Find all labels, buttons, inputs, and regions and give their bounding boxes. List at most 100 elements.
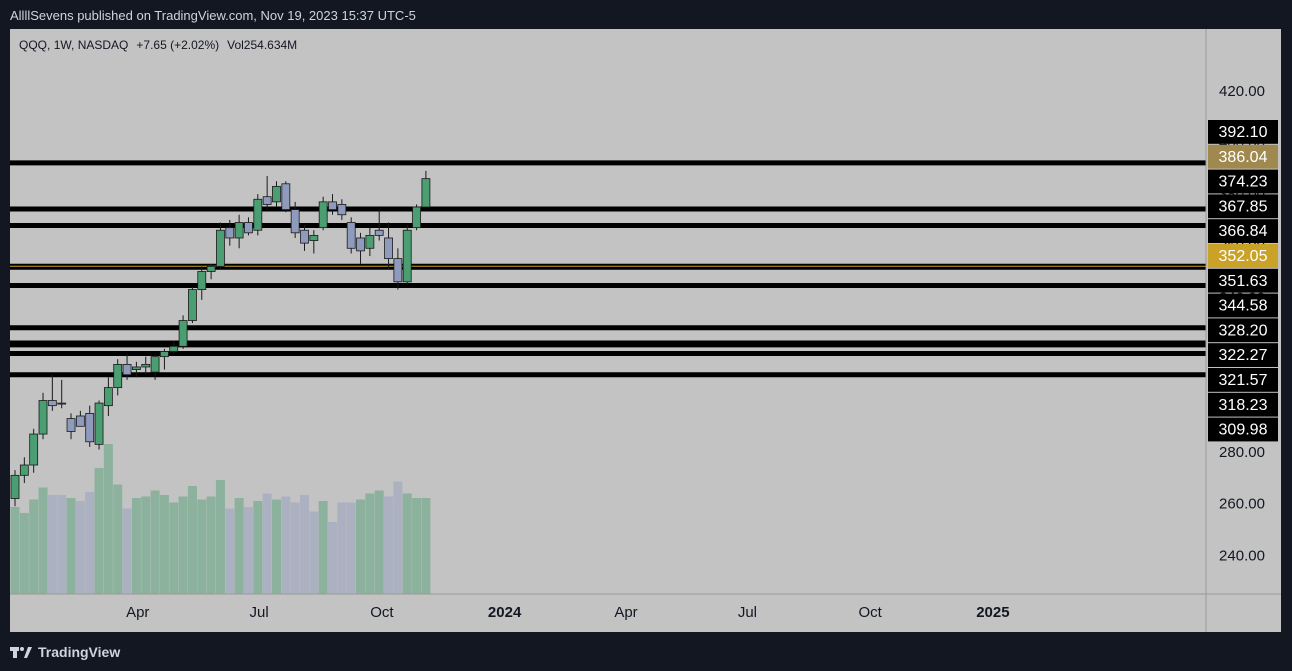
volume-bar [197,499,207,594]
current-price-tag-bg [1208,144,1278,169]
candle-body [337,204,347,216]
volume-bar [131,498,141,594]
levels-layer [10,160,1206,378]
candle-body [300,229,309,244]
level-price-tag-label: 367.85 [1219,198,1268,215]
candle-body [19,464,29,476]
y-axis-tick-label: 260.00 [1219,496,1265,513]
candle-body [328,201,337,210]
level-price-tag-bg [1208,169,1278,194]
volume-bar [290,502,300,594]
x-axis-tick-label: Jul [250,604,269,621]
candle-body [169,345,179,352]
level-price-tag: 321.57 [1208,368,1278,392]
volume-bar [75,501,85,594]
volume-bar [412,498,422,594]
volume-bar [66,498,76,594]
highlight-price-tag-bg [1208,244,1278,268]
volume-bar [356,499,366,594]
legend-symbol-line: QQQ, 1W, NASDAQ +7.65 (+2.02%) Vol254.634M [19,38,297,52]
volume-bar [243,507,253,594]
candle-body [421,178,431,208]
footer: TradingView [10,644,120,660]
volume-bar [206,496,216,594]
level-price-tag-bg [1208,417,1278,442]
candle-body [160,351,169,358]
volume-bar [234,498,244,594]
level-price-tag: 309.98 [1208,417,1278,442]
level-price-tag-bg [1208,194,1278,219]
level-price-tag: 328.20 [1208,318,1278,343]
price-tags-layer: 392.10 386.04 374.23 367.85 366.84 352.05 351.… [1208,120,1278,442]
volume-bar [271,499,281,594]
level-price-tag: 374.23 [1208,169,1278,194]
x-axis-tick-label: Apr [614,604,637,621]
candle-body [66,418,76,432]
candle-body [262,196,272,205]
candle-body [290,209,300,234]
level-price-tag-bg [1208,318,1278,343]
legend-exchange: NASDAQ [78,38,129,52]
volume-bar [262,493,272,594]
volume-bar [187,486,197,594]
volume-bar [57,495,67,594]
price-chart[interactable]: 240.00260.00280.00300.00320.00340.00360.… [10,29,1281,632]
candle-body [103,387,113,407]
level-price-tag: 322.27 [1208,343,1278,367]
volume-bar [215,480,225,594]
candle-body [318,201,328,229]
level-price-tag-bg [1208,392,1278,417]
x-axis-tick-label: Oct [858,604,882,621]
candle-body [47,400,57,407]
volume-bar [94,468,104,594]
level-price-tag-bg [1208,343,1278,367]
volume-bar [346,502,356,594]
level-price-tag-bg [1208,120,1278,144]
volume-bar [328,522,338,594]
x-axis-tick-label: Jul [738,604,757,621]
volume-bar [103,444,113,594]
candle-body [393,258,403,283]
level-price-tag-label: 328.20 [1219,322,1268,339]
level-price-tag-bg [1208,268,1278,293]
level-price-tag-label: 366.84 [1219,223,1268,240]
volume-bar [337,502,347,594]
candle-body [309,234,319,241]
volume-bar [29,499,39,594]
volume-bar [402,493,412,594]
highlight-price-tag: 352.05 [1208,244,1278,268]
level-price-tag: 318.23 [1208,392,1278,417]
level-price-tag-label: 318.23 [1219,397,1268,414]
level-price-tag-bg [1208,293,1278,318]
x-axis-tick-label: Oct [370,604,394,621]
candle-body [178,320,188,347]
candle-body [412,206,421,229]
level-price-tag-label: 309.98 [1219,422,1268,439]
volume-bar [374,490,384,594]
candle-body [365,234,375,249]
volume-bar [159,495,169,594]
y-axis-tick-label: 420.00 [1219,83,1265,100]
level-price-tag: 366.84 [1208,219,1278,243]
candle-body [197,271,207,290]
volume-bar [393,481,403,594]
volume-bar [150,490,160,594]
volume-bar [384,496,394,594]
candle-body [272,185,281,203]
legend-interval: 1W [54,38,73,52]
volume-bar [169,502,179,594]
candle-body [10,474,20,499]
volume-bar [113,484,123,594]
volume-bar [178,496,188,594]
volume-bar [19,513,29,594]
volume-bar [421,498,431,594]
volume-bar [38,487,48,594]
level-price-tag: 392.10 [1208,120,1278,144]
y-axis-tick-label: 240.00 [1219,547,1265,564]
volume-bar [10,507,20,594]
candle-body [206,265,216,272]
volume-bar [122,508,132,594]
legend-change: +7.65 (+2.02%) [136,38,219,52]
level-price-tag-label: 351.63 [1219,273,1268,290]
volume-bar [85,492,95,594]
